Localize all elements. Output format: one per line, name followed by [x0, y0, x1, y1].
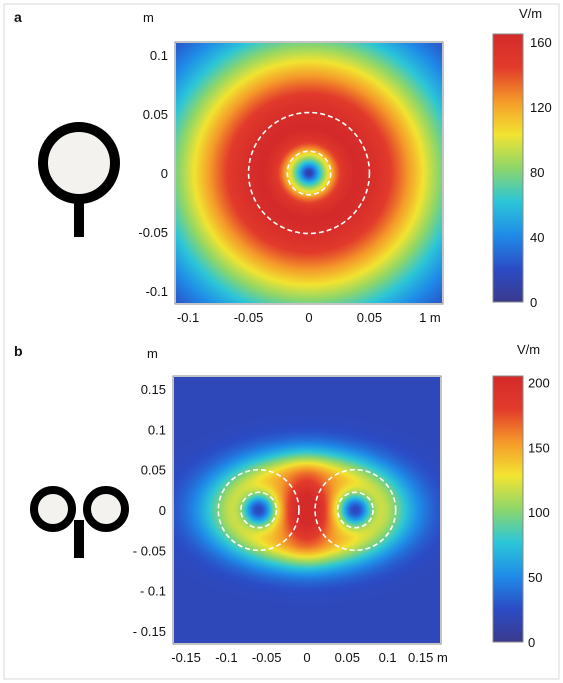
colorbar-tick: 160 [530, 35, 552, 50]
axis-b-x-tick: 0 [303, 650, 310, 665]
colorbar-tick: 0 [530, 295, 537, 310]
colorbar-b-unit: V/m [517, 342, 540, 357]
axis-b-y-tick: - 0.15 [133, 624, 166, 639]
colorbar-tick: 120 [530, 100, 552, 115]
axis-b-x-tick: -0.15 [171, 650, 201, 665]
colorbar-tick: 100 [528, 505, 550, 520]
figure-eight-coil-icon [30, 486, 129, 558]
contours-b [217, 468, 397, 552]
axis-b-y-tick: - 0.05 [133, 543, 166, 558]
axis-b-y-tick: 0.1 [148, 422, 166, 437]
heatmap-a [176, 43, 442, 303]
colorbar-a-unit: V/m [519, 6, 542, 21]
axis-a-x-tick: -0.1 [177, 310, 199, 325]
plot-b-frame [172, 375, 442, 645]
contour-line [336, 491, 374, 529]
axis-b-x-tick: 0.15 m [408, 650, 448, 665]
axis-b-y-tick: - 0.1 [140, 584, 166, 599]
contour-line [217, 468, 300, 552]
axis-a-x-tick: -0.05 [234, 310, 264, 325]
contour-line [286, 150, 332, 196]
coil-right-ring [83, 486, 129, 532]
axis-b-x-tick: -0.1 [215, 650, 237, 665]
axis-a-y-tick: 0.1 [150, 48, 168, 63]
contour-line [314, 468, 397, 552]
colorbar-b-ticks: 200 150 100 50 0 [528, 375, 550, 650]
axis-b-y-tick: 0.05 [141, 463, 166, 478]
axis-b-x-tick: 0.1 [379, 650, 397, 665]
circular-coil-icon [38, 122, 120, 237]
coil-left-ring [30, 486, 76, 532]
heatmap-b [174, 377, 440, 643]
colorbar-a-ticks: 160 120 80 40 0 [530, 35, 552, 310]
axis-a-y-tick: 0 [161, 166, 168, 181]
colorbar-tick: 200 [528, 375, 550, 390]
ticks-a: -0.1 -0.05 0 0.05 1 m 0.1 0.05 0 -0.05 -0.1 [138, 48, 440, 325]
axis-a-x-tick: 1 m [419, 310, 441, 325]
contour-line [247, 111, 371, 235]
contour-line [240, 491, 278, 529]
colorbar-tick: 80 [530, 165, 544, 180]
panel-b-y-unit: m [147, 346, 158, 361]
panel-b: b m -0.15 -0.1 -0.05 0 0.05 0.1 0.15 m 0.15 0.1 0… [14, 342, 550, 665]
axis-b-x-tick: 0.05 [335, 650, 360, 665]
panel-a-label: a [14, 9, 22, 25]
panel-a-y-unit: m [143, 10, 154, 25]
ticks-b: -0.15 -0.1 -0.05 0 0.05 0.1 0.15 m 0.15 0.1 0.05 0… [133, 382, 448, 665]
colorbar-tick: 40 [530, 230, 544, 245]
axis-a-x-tick: 0 [305, 310, 312, 325]
axis-a-y-tick: -0.05 [138, 225, 168, 240]
panel-b-label: b [14, 343, 23, 359]
contours-a [247, 111, 371, 235]
axis-b-y-tick: 0 [159, 503, 166, 518]
panel-a: a m -0.1 -0.05 0 0.05 1 m 0.1 0.05 0 -0.05 -0.1 V… [14, 6, 552, 325]
coil-handle [74, 520, 84, 558]
axis-b-x-tick: -0.05 [252, 650, 282, 665]
colorbar-tick: 50 [528, 570, 542, 585]
coil-handle [74, 199, 84, 237]
colorbar-b [492, 375, 524, 643]
axis-a-y-tick: 0.05 [143, 107, 168, 122]
colorbar-tick: 150 [528, 440, 550, 455]
axis-a-x-tick: 0.05 [357, 310, 382, 325]
plot-a-frame [174, 41, 444, 305]
colorbar-a [492, 33, 524, 303]
colorbar-tick: 0 [528, 635, 535, 650]
coil-ring [38, 122, 120, 204]
axis-a-y-tick: -0.1 [146, 284, 168, 299]
axis-b-y-tick: 0.15 [141, 382, 166, 397]
figure-border [3, 3, 560, 680]
